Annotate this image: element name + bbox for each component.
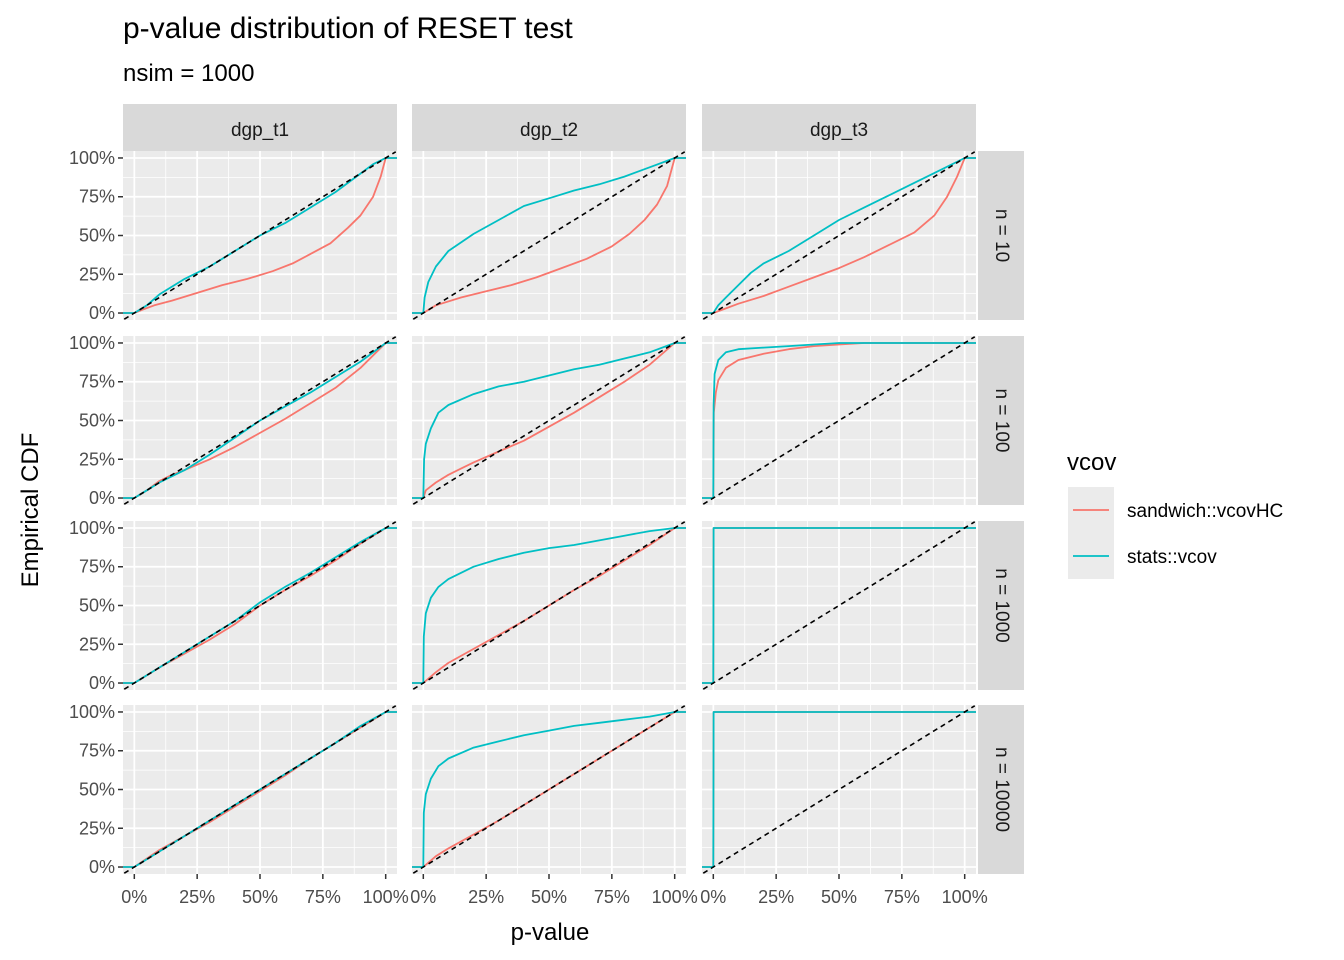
reference-line-n-100-dgp-t2 — [412, 336, 686, 505]
facet-strip-n-10000 — [978, 705, 1024, 874]
series-line-sandwich-vcovhc-n-10000-dgp-t1 — [122, 711, 398, 868]
reference-line-n-10000-dgp-t1 — [123, 705, 397, 874]
reference-line-n-10-dgp-t2 — [412, 151, 686, 320]
series-line-stats-vcov-n-10000-dgp-t3 — [701, 711, 977, 868]
series-line-stats-vcov-n-10-dgp-t1 — [122, 157, 398, 314]
series-line-sandwich-vcovhc-n-10-dgp-t1 — [122, 157, 398, 314]
x-tick-label: 50% — [821, 887, 857, 907]
x-axis-title: p-value — [511, 919, 590, 946]
y-axis-title: Empirical CDF — [17, 433, 44, 588]
y-tick-label: 50% — [79, 226, 115, 246]
x-tick-label: 25% — [468, 887, 504, 907]
y-tick-label: 25% — [79, 264, 115, 284]
facet-strip-dgp-t1 — [123, 104, 397, 151]
x-tick-label: 100% — [652, 887, 698, 907]
y-tick-label: 50% — [79, 596, 115, 616]
y-tick-label: 75% — [79, 741, 115, 761]
chart-title: p-value distribution of RESET test — [123, 12, 573, 45]
reference-line-n-10-dgp-t1 — [123, 151, 397, 320]
y-tick-label: 100% — [69, 518, 115, 538]
series-line-stats-vcov-n-1000-dgp-t2 — [411, 527, 687, 684]
facet-strip-label-n-1000: n = 1000 — [991, 568, 1012, 643]
series-line-sandwich-vcovhc-n-100-dgp-t2 — [411, 342, 687, 499]
x-tick-label: 0% — [700, 887, 726, 907]
reference-line-n-100-dgp-t3 — [702, 336, 976, 505]
y-tick-label: 100% — [69, 702, 115, 722]
x-tick-label: 75% — [884, 887, 920, 907]
reference-line-n-1000-dgp-t1 — [123, 521, 397, 690]
x-tick-label: 50% — [242, 887, 278, 907]
legend-label-sandwich-vcovhc: sandwich::vcovHC — [1127, 501, 1283, 522]
y-tick-label: 25% — [79, 818, 115, 838]
reference-line-n-100-dgp-t1 — [123, 336, 397, 505]
y-tick-label: 25% — [79, 449, 115, 469]
facet-strip-label-n-10: n = 10 — [991, 209, 1012, 262]
x-tick-label: 25% — [758, 887, 794, 907]
facet-strip-dgp-t3 — [702, 104, 976, 151]
series-line-stats-vcov-n-10-dgp-t2 — [411, 157, 687, 314]
series-line-stats-vcov-n-1000-dgp-t1 — [122, 527, 398, 684]
chart-subtitle: nsim = 1000 — [123, 60, 255, 87]
y-tick-label: 75% — [79, 372, 115, 392]
facet-strip-label-n-100: n = 100 — [991, 389, 1012, 453]
facet-strip-label-dgp-t1: dgp_t1 — [231, 120, 289, 141]
reference-line-n-10000-dgp-t2 — [412, 705, 686, 874]
y-tick-label: 50% — [79, 780, 115, 800]
facet-strip-n-1000 — [978, 521, 1024, 690]
y-tick-label: 100% — [69, 333, 115, 353]
y-tick-label: 75% — [79, 557, 115, 577]
facet-strip-n-10 — [978, 151, 1024, 320]
series-line-sandwich-vcovhc-n-10-dgp-t3 — [701, 157, 977, 314]
x-tick-label: 100% — [363, 887, 409, 907]
facet-strip-n-100 — [978, 336, 1024, 505]
y-tick-label: 25% — [79, 634, 115, 654]
legend-label-stats-vcov: stats::vcov — [1127, 547, 1217, 568]
legend-title: vcov — [1067, 449, 1116, 476]
series-line-stats-vcov-n-10-dgp-t3 — [701, 157, 977, 314]
reference-line-n-1000-dgp-t3 — [702, 521, 976, 690]
y-tick-label: 0% — [89, 673, 115, 693]
y-tick-label: 0% — [89, 488, 115, 508]
y-tick-label: 0% — [89, 857, 115, 877]
x-tick-label: 75% — [594, 887, 630, 907]
x-tick-label: 25% — [179, 887, 215, 907]
x-tick-label: 100% — [942, 887, 988, 907]
series-line-stats-vcov-n-100-dgp-t2 — [411, 342, 687, 499]
reference-line-n-10000-dgp-t3 — [702, 705, 976, 874]
facet-strip-dgp-t2 — [412, 104, 686, 151]
facet-strip-label-dgp-t2: dgp_t2 — [520, 120, 578, 141]
facet-strip-label-n-10000: n = 10000 — [991, 747, 1012, 832]
x-tick-label: 50% — [531, 887, 567, 907]
facet-strip-label-dgp-t3: dgp_t3 — [810, 120, 868, 141]
series-line-stats-vcov-n-1000-dgp-t3 — [701, 527, 977, 684]
series-line-sandwich-vcovhc-n-10-dgp-t2 — [411, 157, 687, 314]
series-line-stats-vcov-n-100-dgp-t3 — [701, 342, 977, 499]
x-tick-label: 0% — [410, 887, 436, 907]
reference-line-n-10-dgp-t3 — [702, 151, 976, 320]
y-tick-label: 0% — [89, 303, 115, 323]
series-line-stats-vcov-n-10000-dgp-t2 — [411, 711, 687, 868]
x-tick-label: 0% — [121, 887, 147, 907]
x-tick-label: 75% — [305, 887, 341, 907]
reference-line-n-1000-dgp-t2 — [412, 521, 686, 690]
y-tick-label: 50% — [79, 411, 115, 431]
series-line-stats-vcov-n-10000-dgp-t1 — [122, 711, 398, 868]
y-tick-label: 75% — [79, 187, 115, 207]
y-tick-label: 100% — [69, 148, 115, 168]
